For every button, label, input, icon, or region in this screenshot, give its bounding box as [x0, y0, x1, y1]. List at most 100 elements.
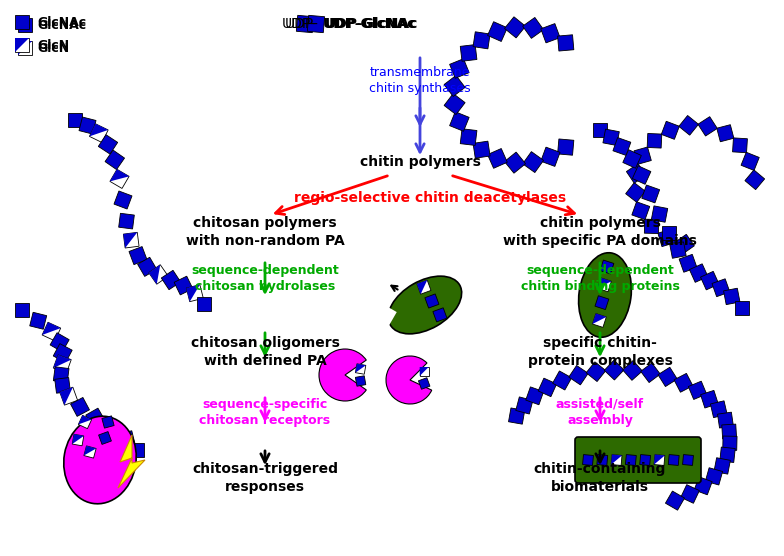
Polygon shape: [60, 387, 78, 405]
Text: chitin polymers
with specific PA domains: chitin polymers with specific PA domains: [503, 216, 697, 247]
Polygon shape: [55, 378, 71, 393]
Polygon shape: [15, 303, 29, 317]
Polygon shape: [679, 254, 697, 272]
Polygon shape: [654, 455, 665, 465]
Polygon shape: [425, 294, 439, 308]
Text: sequence-dependent
chitin binding proteins: sequence-dependent chitin binding protei…: [521, 264, 680, 292]
Text: GlcNAc: GlcNAc: [37, 16, 86, 28]
Polygon shape: [18, 41, 32, 55]
Polygon shape: [174, 276, 193, 295]
Text: regio-selective chitin deacetylases: regio-selective chitin deacetylases: [294, 191, 566, 205]
Polygon shape: [53, 367, 69, 383]
Polygon shape: [647, 133, 662, 148]
Polygon shape: [102, 416, 114, 428]
Polygon shape: [114, 191, 132, 209]
Polygon shape: [89, 124, 108, 136]
Text: sequence-specific
chitosan receptors: sequence-specific chitosan receptors: [199, 398, 331, 426]
Ellipse shape: [579, 253, 631, 337]
Polygon shape: [661, 121, 680, 140]
Polygon shape: [568, 365, 588, 385]
Polygon shape: [523, 152, 543, 172]
Polygon shape: [688, 381, 706, 399]
Polygon shape: [541, 147, 560, 166]
Text: chitin-containing
biomaterials: chitin-containing biomaterials: [534, 463, 666, 494]
Polygon shape: [597, 278, 612, 292]
Polygon shape: [597, 455, 608, 465]
Polygon shape: [622, 150, 641, 168]
Text: assisted/self
assembly: assisted/self assembly: [556, 398, 644, 426]
Polygon shape: [419, 378, 430, 389]
Polygon shape: [488, 148, 507, 168]
Text: chitosan-triggered
responses: chitosan-triggered responses: [192, 463, 338, 494]
Polygon shape: [444, 76, 465, 96]
Polygon shape: [644, 219, 659, 234]
Polygon shape: [419, 367, 429, 376]
Polygon shape: [15, 38, 29, 52]
Text: GlcN: GlcN: [37, 42, 69, 54]
Polygon shape: [53, 344, 72, 363]
Polygon shape: [50, 332, 69, 352]
Polygon shape: [85, 408, 105, 427]
Polygon shape: [105, 150, 125, 170]
Polygon shape: [626, 455, 637, 465]
Polygon shape: [675, 234, 695, 254]
Polygon shape: [654, 455, 665, 465]
Polygon shape: [681, 485, 699, 503]
Polygon shape: [78, 415, 92, 424]
Polygon shape: [53, 355, 71, 368]
Text: UDP-: UDP-: [282, 17, 316, 31]
Polygon shape: [488, 22, 507, 42]
Polygon shape: [110, 169, 129, 188]
Polygon shape: [633, 166, 651, 184]
Polygon shape: [670, 242, 686, 259]
Polygon shape: [689, 264, 708, 282]
Polygon shape: [130, 443, 144, 457]
Polygon shape: [149, 265, 169, 284]
Polygon shape: [110, 169, 129, 181]
Polygon shape: [694, 477, 712, 495]
Ellipse shape: [64, 416, 136, 504]
Polygon shape: [700, 271, 719, 290]
Polygon shape: [89, 124, 108, 142]
Polygon shape: [15, 15, 29, 29]
Polygon shape: [123, 232, 137, 248]
Polygon shape: [679, 116, 699, 135]
Polygon shape: [735, 301, 749, 315]
Text: sequence-dependent
chitosan hydrolases: sequence-dependent chitosan hydrolases: [191, 264, 339, 292]
Polygon shape: [557, 139, 574, 155]
Polygon shape: [68, 113, 82, 127]
Polygon shape: [79, 117, 96, 134]
Polygon shape: [593, 314, 606, 327]
Polygon shape: [60, 387, 73, 405]
Polygon shape: [103, 419, 122, 438]
Polygon shape: [72, 434, 84, 444]
Polygon shape: [460, 129, 477, 146]
Polygon shape: [129, 246, 147, 265]
Polygon shape: [604, 360, 624, 380]
Polygon shape: [717, 412, 733, 428]
Polygon shape: [613, 137, 631, 156]
Polygon shape: [187, 285, 203, 302]
Polygon shape: [419, 367, 429, 376]
Wedge shape: [319, 349, 366, 401]
Polygon shape: [118, 214, 134, 229]
Polygon shape: [433, 308, 447, 322]
Polygon shape: [30, 312, 47, 329]
Polygon shape: [745, 170, 764, 190]
Polygon shape: [698, 117, 717, 136]
Polygon shape: [710, 401, 728, 418]
Polygon shape: [674, 374, 693, 392]
Polygon shape: [355, 364, 366, 374]
Polygon shape: [460, 44, 477, 61]
Polygon shape: [600, 260, 614, 274]
Polygon shape: [723, 436, 737, 450]
Polygon shape: [538, 378, 557, 396]
Polygon shape: [597, 278, 612, 289]
Polygon shape: [641, 363, 660, 383]
Polygon shape: [741, 152, 759, 171]
Polygon shape: [712, 279, 730, 297]
Polygon shape: [612, 455, 622, 465]
Polygon shape: [642, 185, 659, 203]
Text: chitin polymers: chitin polymers: [360, 155, 481, 169]
Polygon shape: [603, 129, 619, 146]
